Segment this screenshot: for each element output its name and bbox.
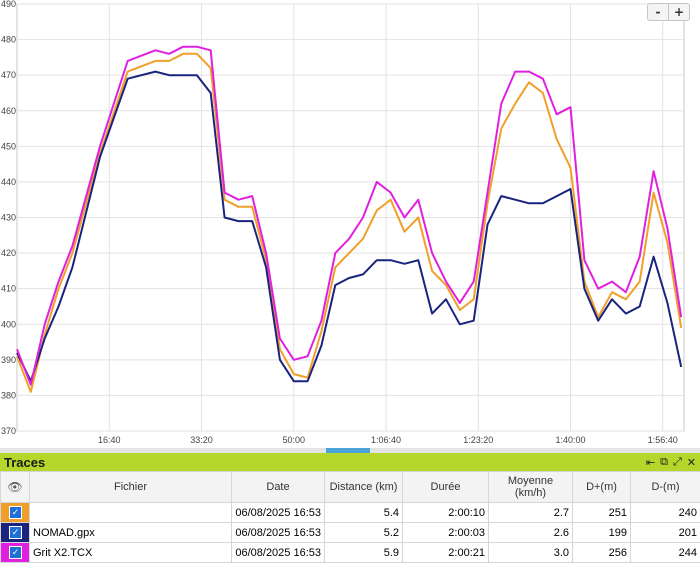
col-header-date[interactable]: Date: [232, 472, 325, 503]
x-tick-label: 1:56:40: [648, 435, 678, 445]
traces-table: 👁 Fichier Date Distance (km) Durée Moyen…: [0, 471, 700, 563]
track-toggle-cell[interactable]: ✓: [1, 503, 30, 523]
x-tick-label: 1:23:20: [463, 435, 493, 445]
date-cell: 06/08/2025 16:53: [232, 543, 325, 563]
y-tick-label: 440: [1, 177, 16, 187]
visibility-column-header[interactable]: 👁: [1, 472, 30, 503]
y-tick-label: 380: [1, 390, 16, 400]
dminus-cell: 244: [631, 543, 700, 563]
panel-toolbar: ⇤ ⧉ ⤢ ✕: [646, 456, 696, 469]
col-header-duration[interactable]: Durée: [403, 472, 489, 503]
col-header-speed[interactable]: Moyenne (km/h): [489, 472, 573, 503]
traces-panel: Traces ⇤ ⧉ ⤢ ✕ 👁 Fichier Date Distance (…: [0, 453, 700, 557]
x-tick-label: 16:40: [98, 435, 121, 445]
y-tick-label: 490: [1, 0, 16, 9]
y-tick-label: 400: [1, 319, 16, 329]
dminus-cell: 201: [631, 523, 700, 543]
x-tick-label: 1:40:00: [556, 435, 586, 445]
y-tick-label: 420: [1, 248, 16, 258]
chart-canvas: 370 380 390 400 410 420 430 440 450 460 470 480 490 1…: [0, 0, 700, 448]
file-cell: Grit X2.TCX: [30, 543, 232, 563]
track-color-swatch: ✓: [1, 543, 30, 562]
distance-cell: 5.2: [325, 523, 403, 543]
duration-cell: 2:00:10: [403, 503, 489, 523]
speed-cell: 2.6: [489, 523, 573, 543]
track-visibility-checkbox[interactable]: ✓: [9, 546, 22, 559]
track-color-swatch: ✓: [1, 523, 30, 542]
maximize-icon[interactable]: ⤢: [673, 456, 682, 469]
track-color-swatch: ✓: [1, 503, 30, 522]
close-icon[interactable]: ✕: [687, 456, 696, 469]
dplus-cell: 251: [573, 503, 631, 523]
popout-icon[interactable]: ⧉: [660, 456, 668, 469]
y-tick-label: 480: [1, 35, 16, 45]
distance-cell: 5.4: [325, 503, 403, 523]
traces-title: Traces: [4, 455, 45, 470]
col-header-distance[interactable]: Distance (km): [325, 472, 403, 503]
dplus-cell: 199: [573, 523, 631, 543]
dplus-cell: 256: [573, 543, 631, 563]
eye-icon: 👁: [7, 480, 22, 494]
y-tick-label: 430: [1, 213, 16, 223]
x-tick-label: 50:00: [282, 435, 305, 445]
zoom-in-button[interactable]: +: [668, 4, 689, 20]
table-header: 👁 Fichier Date Distance (km) Durée Moyen…: [1, 472, 700, 503]
y-tick-label: 460: [1, 106, 16, 116]
dminus-cell: 240: [631, 503, 700, 523]
col-header-dminus[interactable]: D-(m): [631, 472, 700, 503]
y-tick-label: 450: [1, 141, 16, 151]
y-tick-label: 390: [1, 355, 16, 365]
duration-cell: 2:00:03: [403, 523, 489, 543]
track-visibility-checkbox[interactable]: ✓: [9, 526, 22, 539]
x-tick-label: 33:20: [190, 435, 213, 445]
y-tick-label: 410: [1, 284, 16, 294]
distance-cell: 5.9: [325, 543, 403, 563]
zoom-out-button[interactable]: -: [648, 4, 668, 20]
date-cell: 06/08/2025 16:53: [232, 523, 325, 543]
elevation-chart[interactable]: 370 380 390 400 410 420 430 440 450 460 470 480 490 1…: [0, 0, 700, 453]
col-header-file[interactable]: Fichier: [30, 472, 232, 503]
collapse-icon[interactable]: ⇤: [646, 456, 655, 469]
duration-cell: 2:00:21: [403, 543, 489, 563]
track-toggle-cell[interactable]: ✓: [1, 523, 30, 543]
y-tick-label: 470: [1, 70, 16, 80]
date-cell: 06/08/2025 16:53: [232, 503, 325, 523]
y-tick-label: 370: [1, 426, 16, 436]
speed-cell: 2.7: [489, 503, 573, 523]
track-visibility-checkbox[interactable]: ✓: [9, 506, 22, 519]
file-cell: [30, 503, 232, 523]
track-toggle-cell[interactable]: ✓: [1, 543, 30, 563]
file-cell: NOMAD.gpx: [30, 523, 232, 543]
speed-cell: 3.0: [489, 543, 573, 563]
zoom-controls: - +: [647, 3, 690, 21]
x-tick-label: 1:06:40: [371, 435, 401, 445]
col-header-dplus[interactable]: D+(m): [573, 472, 631, 503]
traces-titlebar: Traces ⇤ ⧉ ⤢ ✕: [0, 453, 700, 471]
